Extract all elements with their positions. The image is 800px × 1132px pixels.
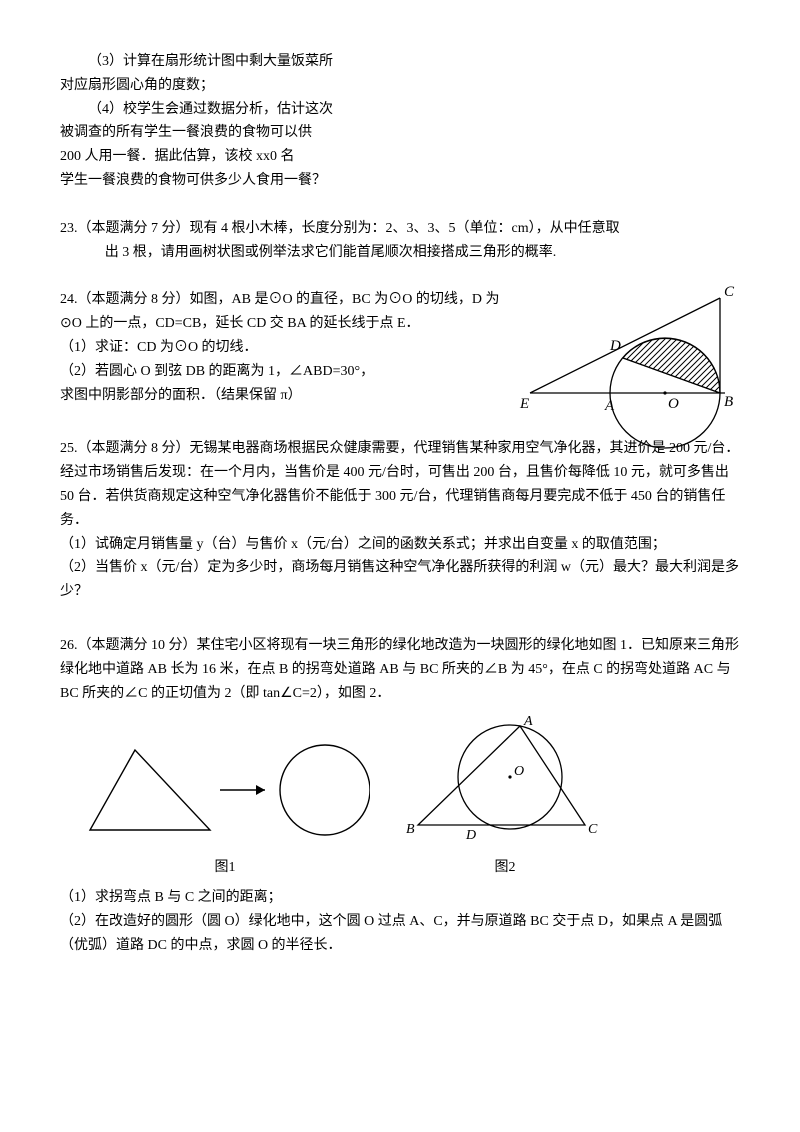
q26-block: 26.（本题满分 10 分）某住宅小区将现有一块三角形的绿化地改造为一块圆形的绿… — [60, 634, 740, 957]
q22-p3b: 对应扇形圆心角的度数； — [60, 74, 740, 98]
q24-figure: C D E A O B — [510, 278, 750, 458]
q26-label-D: D — [465, 828, 476, 843]
q26-label-B: B — [406, 822, 415, 837]
q26-label-A: A — [523, 715, 533, 729]
q26-l1: 26.（本题满分 10 分）某住宅小区将现有一块三角形的绿化地改造为一块圆形的绿… — [60, 634, 740, 705]
q24-label-D: D — [609, 338, 621, 354]
q22-p4b: 被调查的所有学生一餐浪费的食物可以供 — [60, 121, 740, 145]
q22-block: （3）计算在扇形统计图中剩大量饭菜所 对应扇形圆心角的度数； （4）校学生会通过… — [60, 50, 740, 193]
q26-figures: 图1 A B C D O 图2 — [80, 715, 740, 880]
q23-block: 23.（本题满分 7 分）现有 4 根小木棒，长度分别为：2、3、3、5（单位：… — [60, 217, 740, 265]
q24-label-E: E — [519, 396, 529, 412]
q25-l2: （1）试确定月销售量 y（台）与售价 x（元/台）之间的函数关系式；并求出自变量… — [60, 533, 740, 557]
q23-head: 23.（本题满分 7 分）现有 4 根小木棒，长度分别为：2、3、3、5（单位：… — [60, 217, 740, 241]
q26-fig1-caption: 图1 — [80, 856, 370, 880]
q24-l5: 求图中阴影部分的面积．（结果保留 π） — [60, 384, 520, 408]
q26-fig2-caption: 图2 — [400, 856, 610, 880]
q22-p4a: （4）校学生会通过数据分析，估计这次 — [60, 98, 740, 122]
q23-body: 出 3 根，请用画树状图或例举法求它们能首尾顺次相接搭成三角形的概率. — [60, 241, 740, 265]
q26-fig2: A B C D O 图2 — [400, 715, 610, 880]
q24-label-B: B — [724, 394, 733, 410]
q24-label-A: A — [604, 398, 615, 414]
q26-label-O: O — [514, 764, 524, 779]
q22-p4d: 学生一餐浪费的食物可供多少人食用一餐？ — [60, 169, 740, 193]
q24-l4: （2）若圆心 O 到弦 DB 的距离为 1，∠ABD=30°， — [60, 360, 520, 384]
q24-l3: （1）求证：CD 为⊙O 的切线． — [60, 336, 520, 360]
q24-l1: 24.（本题满分 8 分）如图，AB 是⊙O 的直径，BC 为⊙O 的切线，D … — [60, 288, 520, 312]
q24-block: 24.（本题满分 8 分）如图，AB 是⊙O 的直径，BC 为⊙O 的切线，D … — [60, 288, 740, 407]
q24-label-O: O — [668, 396, 679, 412]
q22-p4c: 200 人用一餐．据此估算，该校 xx0 名 — [60, 145, 740, 169]
q26-sub1: （1）求拐弯点 B 与 C 之间的距离； — [60, 886, 740, 910]
q24-label-C: C — [724, 284, 735, 300]
q25-block: 25.（本题满分 8 分）无锡某电器商场根据民众健康需要，代理销售某种家用空气净… — [60, 437, 740, 604]
q26-sub2: （2）在改造好的圆形（圆 O）绿化地中，这个圆 O 过点 A、C，并与原道路 B… — [60, 910, 740, 958]
q26-label-C: C — [588, 822, 598, 837]
q22-p3: （3）计算在扇形统计图中剩大量饭菜所 — [60, 50, 740, 74]
q26-fig1: 图1 — [80, 735, 370, 880]
q25-l3: （2）当售价 x（元/台）定为多少时，商场每月销售这种空气净化器所获得的利润 w… — [60, 556, 740, 604]
q24-l2: ⊙O 上的一点，CD=CB，延长 CD 交 BA 的延长线于点 E． — [60, 312, 520, 336]
